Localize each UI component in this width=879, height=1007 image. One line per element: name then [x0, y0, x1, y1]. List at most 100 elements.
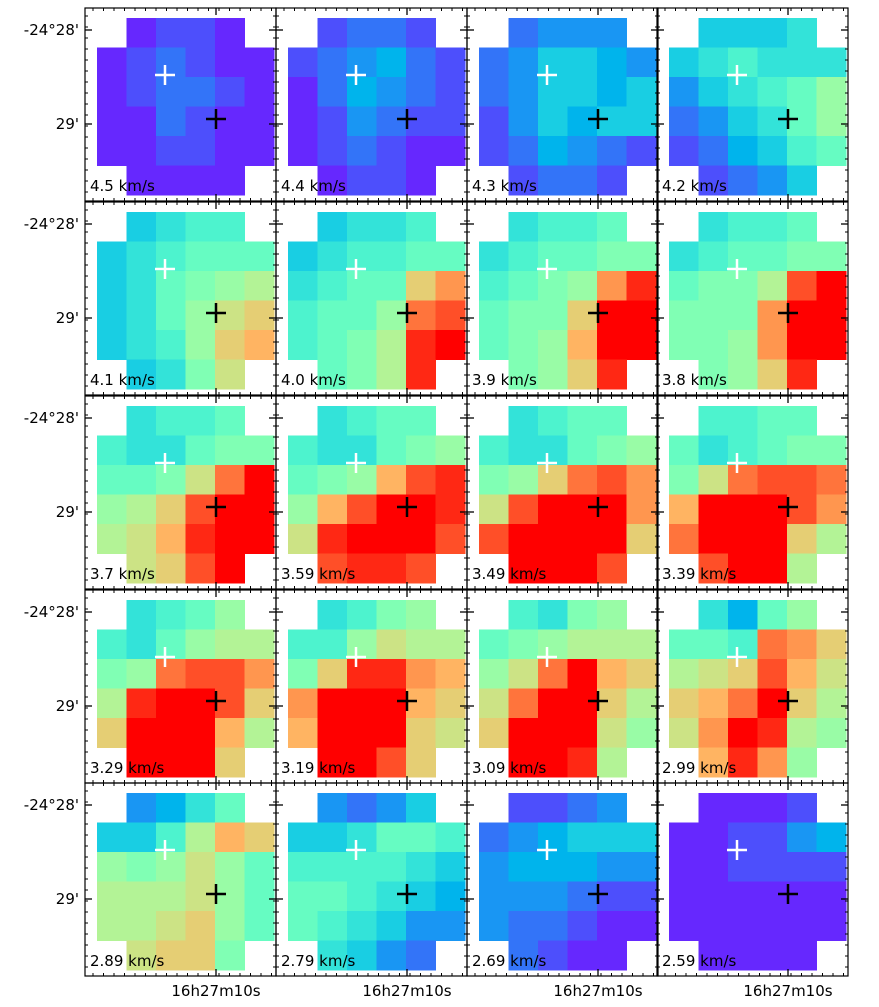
pixel — [698, 106, 729, 137]
pixel — [288, 136, 318, 166]
pixel — [244, 852, 275, 882]
pixel — [97, 241, 127, 272]
pixel — [597, 688, 627, 719]
pixel — [347, 330, 377, 360]
pixel — [626, 822, 657, 853]
pixel — [787, 553, 817, 584]
pixel — [597, 465, 627, 495]
pixel — [728, 106, 758, 137]
pixel — [567, 494, 598, 525]
pixel — [347, 600, 377, 630]
pixel — [376, 747, 407, 778]
pixel — [597, 47, 627, 78]
pixel — [317, 822, 348, 853]
pixel — [215, 747, 245, 778]
pixel — [406, 212, 436, 242]
pixel — [728, 47, 758, 78]
pixel — [508, 77, 539, 107]
pixel — [97, 822, 127, 853]
pixel — [597, 494, 627, 525]
panel: 2.69 km/s — [466, 782, 659, 977]
pixel — [126, 852, 157, 882]
pixel — [728, 359, 758, 390]
pixel — [816, 911, 847, 941]
pixel — [757, 241, 788, 272]
pixel — [698, 553, 729, 584]
pixel — [669, 465, 699, 495]
y-tick-label: 29' — [56, 115, 79, 133]
pixel — [479, 47, 509, 78]
pixel — [787, 524, 817, 554]
pixel — [156, 165, 186, 196]
pixel — [567, 212, 598, 242]
pixel — [156, 600, 186, 630]
pixel — [567, 465, 598, 495]
pixel — [185, 465, 216, 495]
pixel — [156, 330, 186, 360]
pixel — [698, 165, 729, 196]
pixel — [597, 359, 627, 390]
pixel — [626, 911, 657, 941]
pixel — [126, 271, 157, 301]
pixel — [156, 271, 186, 301]
pixel — [728, 553, 758, 584]
pixel — [288, 465, 318, 495]
pixel — [669, 629, 699, 660]
velocity-label: 4.1 km/s — [90, 371, 155, 389]
pixel — [215, 47, 245, 78]
pixel — [698, 18, 729, 48]
pixel — [288, 106, 318, 137]
pixel — [376, 271, 407, 301]
pixel — [406, 911, 436, 941]
pixel — [406, 165, 436, 196]
pixel — [626, 688, 657, 719]
pixel — [567, 718, 598, 748]
pixel — [215, 822, 245, 853]
pixel — [406, 852, 436, 882]
pixel — [288, 241, 318, 272]
pixel — [597, 747, 627, 778]
velocity-label: 4.4 km/s — [281, 177, 346, 195]
pixel — [215, 600, 245, 630]
pixel — [538, 165, 568, 196]
pixel — [787, 136, 817, 166]
pixel — [317, 688, 348, 719]
pixel — [156, 524, 186, 554]
pixel — [816, 718, 847, 748]
velocity-label: 4.3 km/s — [472, 177, 537, 195]
pixel — [757, 359, 788, 390]
pixel — [97, 881, 127, 912]
panel: 3.09 km/s — [466, 589, 659, 784]
pixel — [757, 77, 788, 107]
pixel — [347, 271, 377, 301]
pixel — [156, 212, 186, 242]
pixel — [757, 940, 788, 971]
pixel — [816, 106, 847, 137]
pixel — [376, 524, 407, 554]
pixel — [757, 553, 788, 584]
pixel — [185, 47, 216, 78]
pixel — [215, 241, 245, 272]
pixel — [508, 940, 539, 971]
x-tick-label: 16h27m10s — [553, 982, 642, 1000]
pixel — [244, 465, 275, 495]
pixel — [567, 822, 598, 853]
pixel — [508, 881, 539, 912]
pixel — [156, 659, 186, 689]
pixel — [156, 77, 186, 107]
pixel — [479, 106, 509, 137]
pixel — [508, 600, 539, 630]
pixel — [728, 524, 758, 554]
pixel — [215, 659, 245, 689]
pixel — [597, 406, 627, 436]
pixel — [728, 18, 758, 48]
pixel — [376, 406, 407, 436]
pixel — [787, 47, 817, 78]
pixel — [508, 212, 539, 242]
pixel — [816, 881, 847, 912]
pixel — [626, 435, 657, 466]
pixel — [97, 47, 127, 78]
pixel — [787, 718, 817, 748]
pixel — [435, 822, 466, 853]
pixel — [435, 629, 466, 660]
